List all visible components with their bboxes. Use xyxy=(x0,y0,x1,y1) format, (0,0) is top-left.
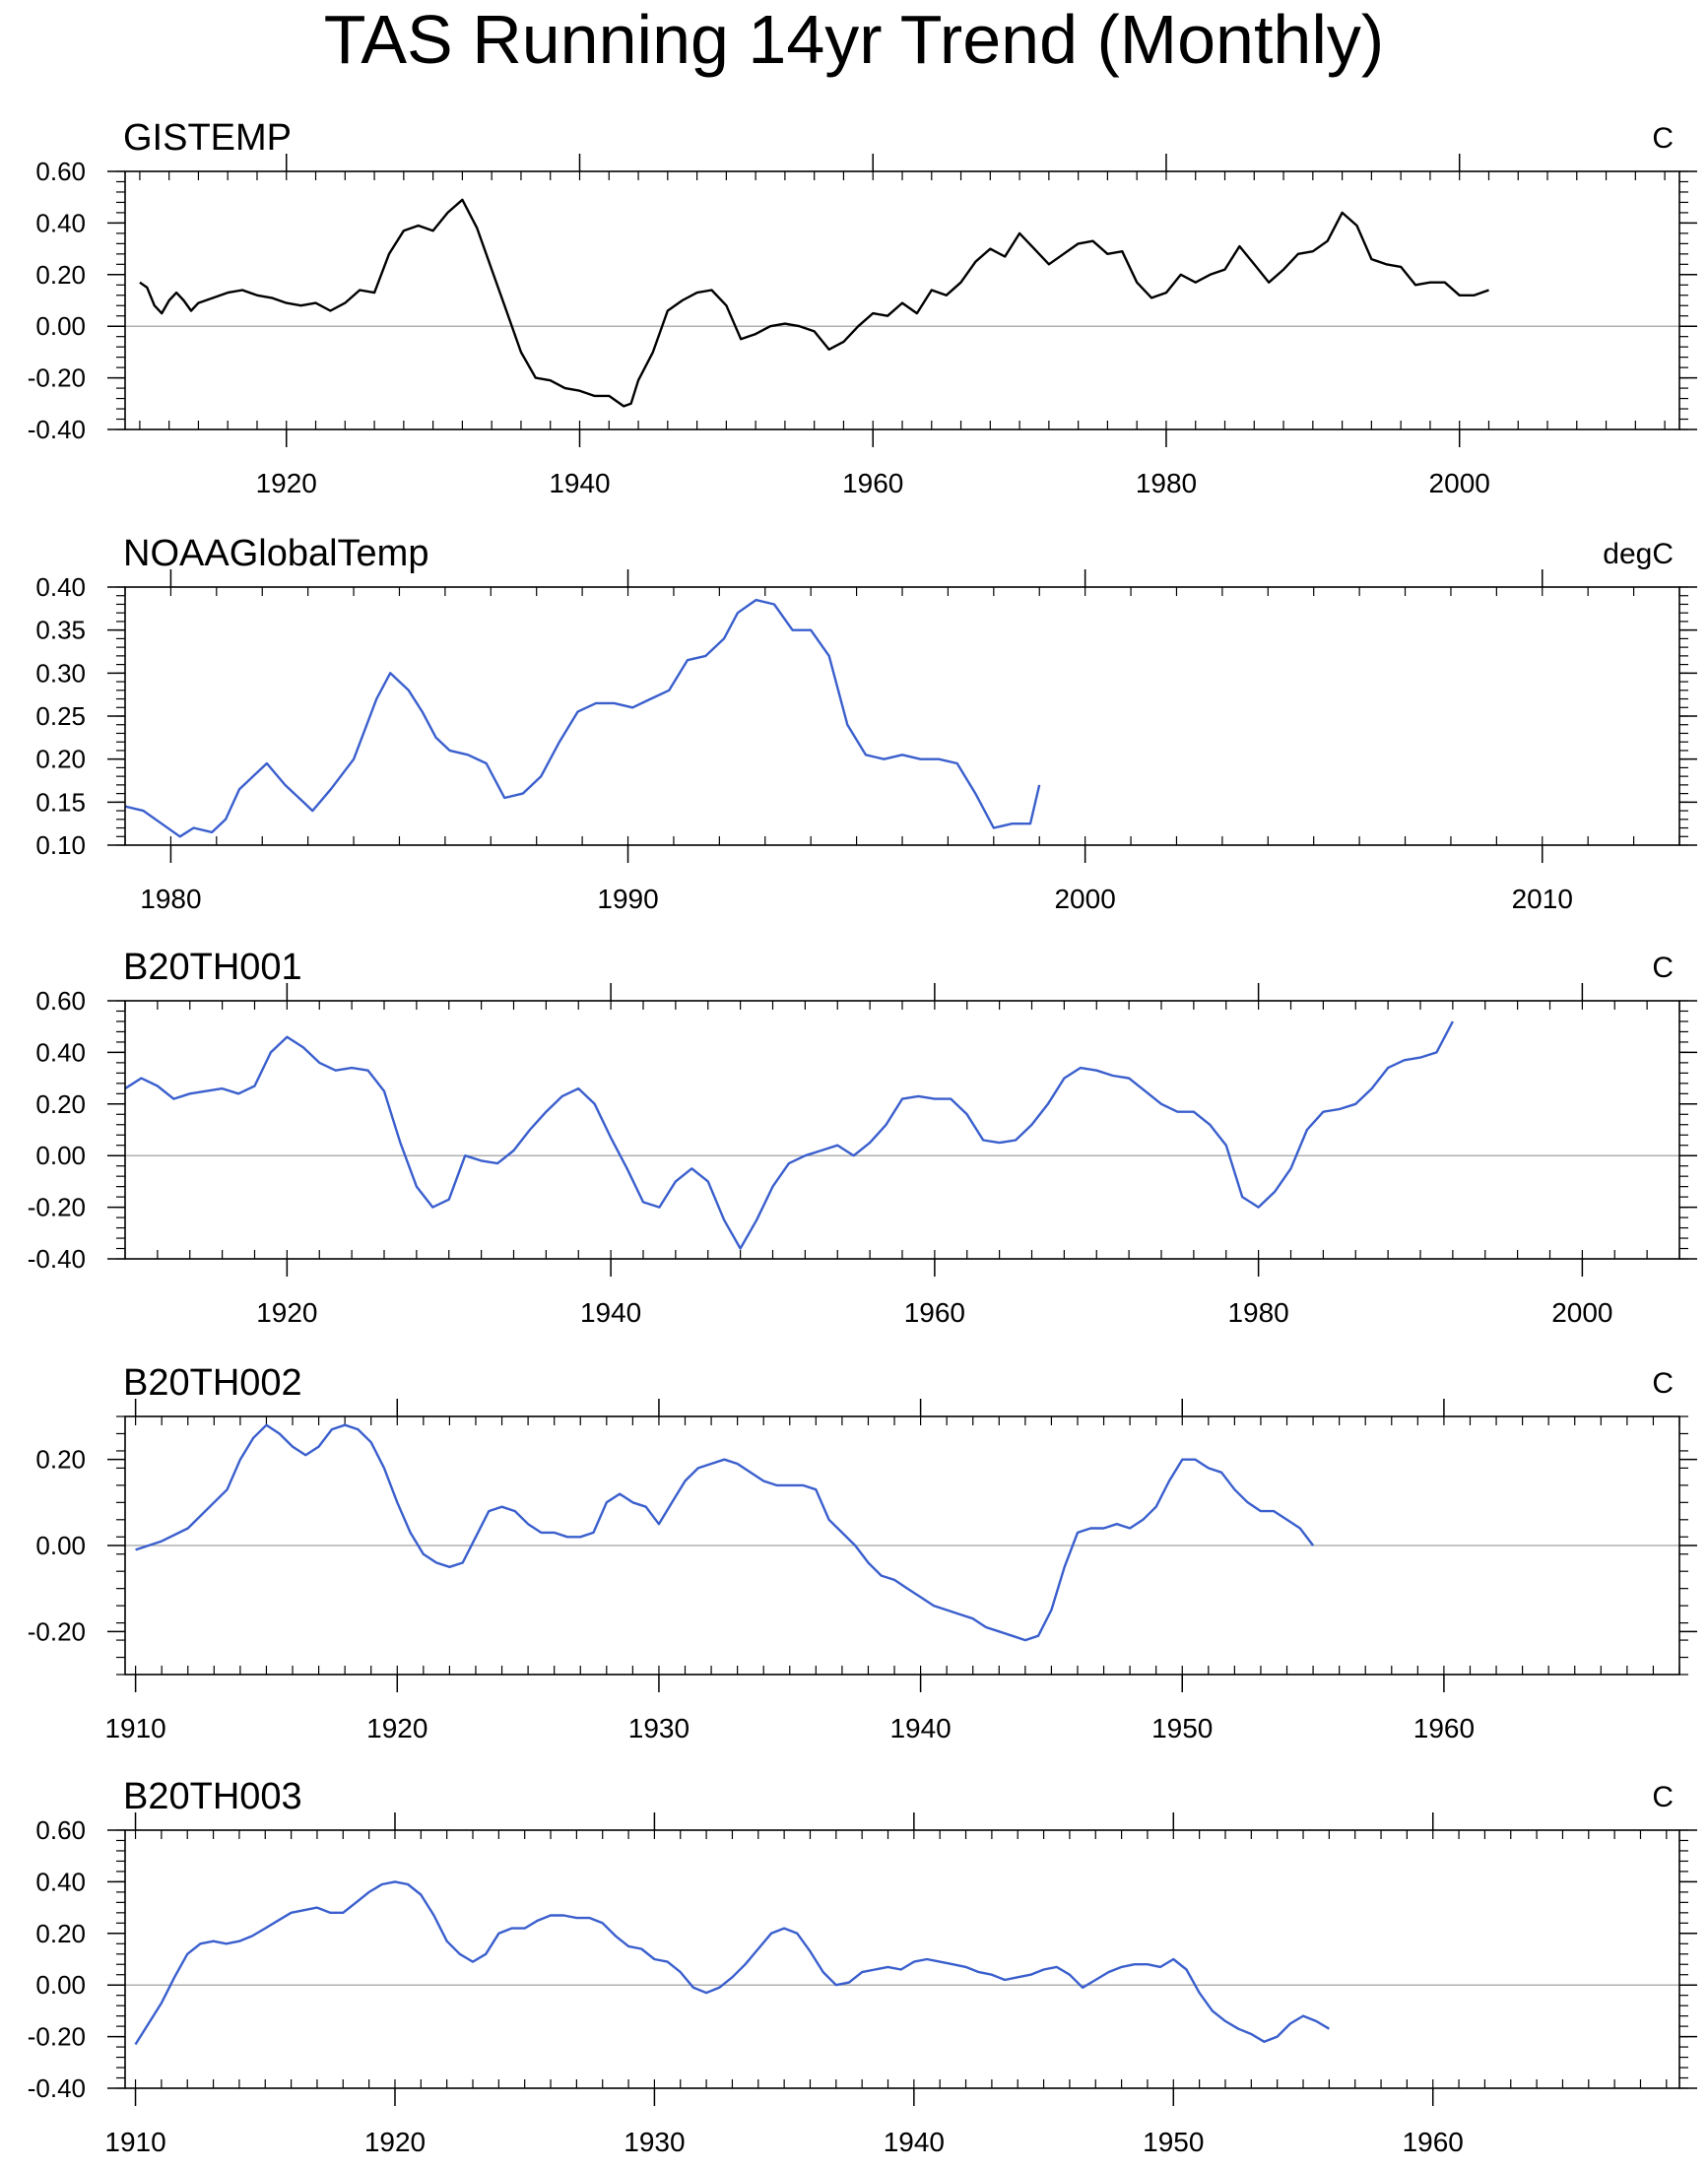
panel-1-y-tick-label: -0.40 xyxy=(28,415,86,444)
panel-5-x-tick-label: 1920 xyxy=(364,2127,426,2157)
panel-4-series-line xyxy=(135,1423,1315,1642)
main-title: TAS Running 14yr Trend (Monthly) xyxy=(323,1,1385,78)
panel-5-title: B20TH003 xyxy=(123,1776,302,1817)
panel-3-y-tick-label: -0.20 xyxy=(28,1193,86,1222)
panel-2-x-tick-label: 1990 xyxy=(597,884,658,914)
panel-5-x-tick-label: 1910 xyxy=(104,2127,165,2157)
panel-5-x-tick-label: 1930 xyxy=(624,2127,685,2157)
panel-3-y-tick-label: -0.40 xyxy=(28,1244,86,1274)
panel-5-series-line xyxy=(134,1880,1331,2046)
panel-3-x-tick-label: 1980 xyxy=(1227,1297,1288,1328)
panel-5-x-tick-label: 1940 xyxy=(884,2127,945,2157)
panel-3-series-line xyxy=(124,1020,1454,1250)
panel-4-x-tick-label: 1920 xyxy=(366,1713,427,1743)
panel-1-y-tick-label: 0.40 xyxy=(35,208,86,237)
panel-3-y-tick-label: 0.20 xyxy=(35,1089,86,1119)
panel-5-y-tick-label: 0.60 xyxy=(35,1815,86,1845)
panel-5-y-tick-label: -0.20 xyxy=(28,2022,86,2052)
panel-2-y-tick-label: 0.25 xyxy=(35,701,86,731)
panel-4-y-tick-label: 0.20 xyxy=(35,1445,86,1475)
panel-5-frame xyxy=(124,1829,1680,2089)
panel-2-y-tick-label: 0.30 xyxy=(35,658,86,688)
panel-1-x-tick-label: 1960 xyxy=(842,468,903,498)
panel-3-units: C xyxy=(1652,952,1674,984)
panel-2-x-tick-label: 2010 xyxy=(1512,884,1573,914)
panel-3-title: B20TH001 xyxy=(123,947,302,988)
panel-2-title: NOAAGlobalTemp xyxy=(123,533,428,574)
panel-5-y-tick-label: 0.40 xyxy=(35,1867,86,1896)
panel-2-y-tick-label: 0.35 xyxy=(35,616,86,645)
panel-5-y-tick-label: 0.00 xyxy=(35,1970,86,2000)
panel-1-series-line xyxy=(139,198,1489,408)
panel-3-x-tick-label: 1960 xyxy=(904,1297,965,1328)
panel-5-x-tick-label: 1960 xyxy=(1403,2127,1464,2157)
panel-4-y-tick-label: -0.20 xyxy=(28,1616,86,1646)
panel-3-frame xyxy=(124,1000,1680,1260)
panel-5-y-tick-label: -0.40 xyxy=(28,2073,86,2103)
panel-4-x-tick-label: 1950 xyxy=(1151,1713,1213,1743)
panel-1-title: GISTEMP xyxy=(123,117,292,159)
panel-2-x-tick-label: 2000 xyxy=(1054,884,1115,914)
panel-1-y-tick-label: 0.20 xyxy=(35,260,86,290)
panel-2-x-tick-label: 1980 xyxy=(140,884,201,914)
panel-4-x-tick-label: 1940 xyxy=(889,1713,951,1743)
panel-4-x-tick-label: 1930 xyxy=(628,1713,690,1743)
panel-1-frame xyxy=(124,170,1680,430)
panel-2-series-line xyxy=(124,598,1041,838)
panel-4-units: C xyxy=(1652,1367,1674,1400)
panel-5-x-tick-label: 1950 xyxy=(1143,2127,1204,2157)
panel-4-x-tick-label: 1960 xyxy=(1413,1713,1475,1743)
panel-3-y-tick-label: 0.00 xyxy=(35,1141,86,1170)
panel-1-y-tick-label: 0.60 xyxy=(35,157,86,186)
panel-2-frame xyxy=(124,586,1680,846)
panel-2-units: degC xyxy=(1603,538,1674,570)
panel-3-x-tick-label: 1940 xyxy=(580,1297,641,1328)
panel-2-y-tick-label: 0.40 xyxy=(35,572,86,602)
panel-2-y-tick-label: 0.10 xyxy=(35,830,86,860)
panel-5-units: C xyxy=(1652,1781,1674,1813)
panel-3-x-tick-label: 1920 xyxy=(256,1297,317,1328)
panel-1-x-tick-label: 2000 xyxy=(1429,468,1490,498)
panel-1-y-tick-label: 0.00 xyxy=(35,311,86,341)
panel-5-y-tick-label: 0.20 xyxy=(35,1919,86,1948)
panel-4-title: B20TH002 xyxy=(123,1362,302,1404)
panel-2-y-tick-label: 0.15 xyxy=(35,787,86,817)
panel-3-y-tick-label: 0.40 xyxy=(35,1037,86,1067)
panel-1-y-tick-label: -0.20 xyxy=(28,363,86,393)
panel-1-units: C xyxy=(1652,122,1674,155)
panel-1-x-tick-label: 1920 xyxy=(256,468,317,498)
panel-4-frame xyxy=(124,1415,1680,1676)
panel-4-y-tick-label: 0.00 xyxy=(35,1531,86,1560)
panel-3-x-tick-label: 2000 xyxy=(1551,1297,1612,1328)
panel-4-x-tick-label: 1910 xyxy=(104,1713,165,1743)
panel-2-y-tick-label: 0.20 xyxy=(35,745,86,774)
panel-3-y-tick-label: 0.60 xyxy=(35,986,86,1016)
panel-1-x-tick-label: 1980 xyxy=(1136,468,1197,498)
panel-1-x-tick-label: 1940 xyxy=(549,468,610,498)
